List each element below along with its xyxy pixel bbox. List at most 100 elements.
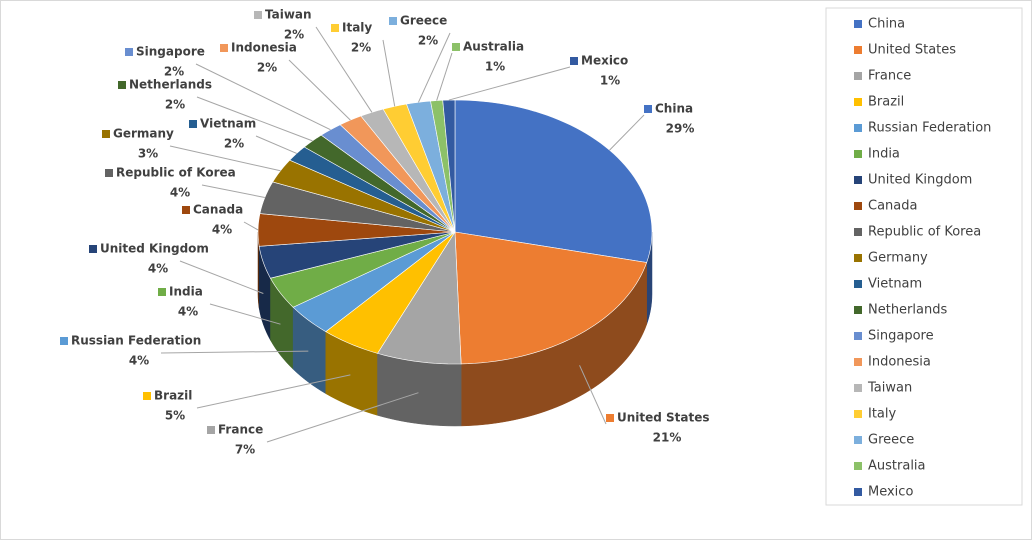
legend-label: Singapore xyxy=(868,329,934,344)
label-swatch xyxy=(220,44,228,52)
slice xyxy=(325,231,456,354)
label-swatch xyxy=(254,11,262,19)
legend-label: India xyxy=(868,147,900,162)
label-name: Singapore xyxy=(136,45,205,59)
legend-label: France xyxy=(868,69,911,84)
label-swatch xyxy=(118,81,126,89)
leader-line xyxy=(266,392,419,443)
legend-label: Mexico xyxy=(868,485,913,500)
legend-swatch xyxy=(854,410,862,418)
legend-label: Vietnam xyxy=(868,277,922,292)
legend-label: Republic of Korea xyxy=(868,225,981,240)
legend-swatch xyxy=(854,150,862,158)
pie-sides xyxy=(257,231,653,427)
legend-swatch xyxy=(854,488,862,496)
label-value: 2% xyxy=(351,41,371,55)
label-name: India xyxy=(169,285,203,299)
leader-line xyxy=(243,221,259,231)
slice xyxy=(454,99,653,263)
legend-label: Netherlands xyxy=(868,303,947,318)
leader-line xyxy=(160,350,309,354)
legend-swatch xyxy=(854,332,862,340)
label-swatch xyxy=(125,48,133,56)
slice xyxy=(377,231,462,365)
pie-tops xyxy=(257,99,653,365)
legend-label: Brazil xyxy=(868,95,904,110)
leader-line xyxy=(315,26,373,113)
slice xyxy=(442,99,456,233)
label-name: Italy xyxy=(342,21,372,35)
label-value: 2% xyxy=(164,65,184,79)
legend-swatch xyxy=(854,176,862,184)
label-value: 1% xyxy=(485,60,505,74)
slice-side xyxy=(377,353,462,427)
legend-label: United Kingdom xyxy=(868,173,972,188)
label-value: 4% xyxy=(212,223,232,237)
label-value: 4% xyxy=(129,354,149,368)
legend-swatch xyxy=(854,98,862,106)
label-value: 4% xyxy=(148,262,168,276)
legend-label: Greece xyxy=(868,433,914,448)
label-value: 21% xyxy=(653,431,682,445)
legend-label: Australia xyxy=(868,459,926,474)
label-name: Mexico xyxy=(581,54,628,68)
slice xyxy=(257,213,456,247)
label-name: Indonesia xyxy=(231,41,297,55)
label-value: 7% xyxy=(235,443,255,457)
legend-swatch xyxy=(854,306,862,314)
slice xyxy=(292,231,456,332)
leader-line xyxy=(417,32,451,103)
leader-line xyxy=(196,374,351,409)
label-value: 3% xyxy=(138,147,158,161)
label-value: 2% xyxy=(224,137,244,151)
slice xyxy=(270,231,456,308)
legend-label: Indonesia xyxy=(868,355,931,370)
label-name: Germany xyxy=(113,127,174,141)
legend: China United States France Brazil Russian Fe… xyxy=(854,17,991,500)
legend-label: Italy xyxy=(868,407,897,422)
label-swatch xyxy=(189,120,197,128)
legend-swatch xyxy=(854,202,862,210)
label-value: 2% xyxy=(284,28,304,42)
leader-line xyxy=(196,96,313,142)
label-swatch xyxy=(182,206,190,214)
legend-swatch xyxy=(854,124,862,132)
slice xyxy=(258,231,456,279)
label-swatch xyxy=(606,414,614,422)
legend-swatch xyxy=(854,358,862,366)
label-swatch xyxy=(452,43,460,51)
label-name: China xyxy=(655,102,693,116)
leader-line xyxy=(579,365,607,425)
legend-label: United States xyxy=(868,43,956,58)
leader-line xyxy=(201,184,265,198)
label-name: Netherlands xyxy=(129,78,212,92)
legend-label: Russian Federation xyxy=(868,121,991,136)
legend-label: Taiwan xyxy=(867,381,912,396)
label-swatch xyxy=(644,105,652,113)
label-value: 4% xyxy=(170,186,190,200)
leader-line xyxy=(382,39,396,107)
legend-swatch xyxy=(854,462,862,470)
legend-swatch xyxy=(854,280,862,288)
legend-swatch xyxy=(854,20,862,28)
slice xyxy=(272,159,456,233)
leader-line xyxy=(255,135,297,154)
leader-line xyxy=(195,63,331,131)
leader-line xyxy=(436,52,453,101)
slice xyxy=(454,231,648,365)
label-name: Republic of Korea xyxy=(116,166,236,180)
label-swatch xyxy=(158,288,166,296)
leader-line xyxy=(609,114,645,151)
legend-swatch xyxy=(854,72,862,80)
label-swatch xyxy=(331,24,339,32)
legend-label: Canada xyxy=(868,199,917,214)
label-swatch xyxy=(143,392,151,400)
legend-swatch xyxy=(854,384,862,392)
label-swatch xyxy=(60,337,68,345)
legend-label: Germany xyxy=(868,251,928,266)
label-name: Vietnam xyxy=(200,117,256,131)
label-name: Greece xyxy=(400,14,447,28)
data-labels: China 29% United States 21% France 7% Brazil 5%… xyxy=(60,8,710,457)
label-name: Canada xyxy=(193,203,243,217)
